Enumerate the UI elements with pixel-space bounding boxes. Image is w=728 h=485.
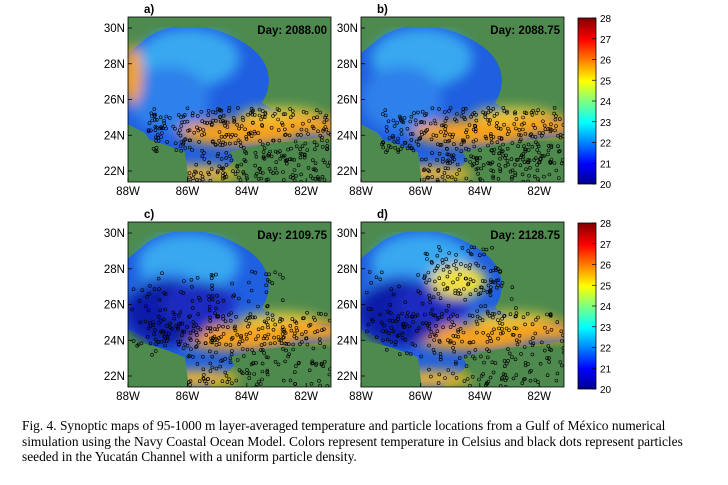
lon-tick-label: 82W (527, 186, 551, 198)
colorbar-tick-label: 20 (600, 385, 612, 396)
lat-tick-label: 30N (104, 228, 125, 240)
lat-tick-label: 24N (337, 335, 358, 347)
colorbar-tick-label: 28 (600, 14, 612, 25)
lat-tick-label: 22N (104, 371, 125, 383)
panel-day-label: Day: 2128.75 (490, 230, 560, 242)
colorbar-tick-label: 23 (600, 323, 612, 334)
lat-tick-label: 26N (337, 300, 358, 312)
panel-day-label: Day: 2088.75 (490, 25, 560, 37)
map-panel-4: 30N 28N 26N 24N 22N 88W 86W 84W 82W d) Day: 2128.7… (337, 209, 565, 403)
lat-tick-label: 30N (337, 228, 358, 240)
colorbar-tick-label: 21 (600, 159, 612, 170)
lat-tick-label: 24N (104, 130, 125, 142)
lon-tick-label: 82W (294, 391, 318, 403)
lon-tick-label: 86W (176, 186, 200, 198)
colorbar-tick-label: 21 (600, 364, 612, 375)
lat-tick-label: 26N (104, 300, 125, 312)
panel-letter: b) (377, 4, 388, 16)
lon-tick-label: 88W (349, 391, 373, 403)
colorbar-tick-label: 26 (600, 56, 612, 67)
lat-tick-label: 24N (337, 130, 358, 142)
lat-tick-label: 28N (337, 264, 358, 276)
lon-tick-label: 84W (235, 186, 259, 198)
lon-tick-label: 84W (235, 391, 259, 403)
colorbar-tick-label: 26 (600, 261, 612, 272)
lon-tick-label: 88W (116, 186, 140, 198)
lon-tick-label: 88W (349, 186, 373, 198)
colorbar-tick-label: 24 (600, 302, 612, 313)
lon-tick-label: 86W (409, 186, 433, 198)
colorbar-top: 28 27 26 25 24 23 22 21 20 (577, 14, 612, 191)
lat-tick-label: 30N (104, 23, 125, 35)
map-panel-2: 30N 28N 26N 24N 22N 88W 86W 84W 82W b) Day: 2088.7… (337, 4, 565, 198)
colorbar-tick-label: 25 (600, 76, 612, 87)
figure-caption: Fig. 4. Synoptic maps of 95-1000 m layer… (22, 418, 683, 464)
lat-tick-label: 24N (104, 335, 125, 347)
panel-letter: a) (144, 4, 154, 16)
lat-tick-label: 26N (104, 95, 125, 107)
panel-day-label: Day: 2109.75 (257, 230, 327, 242)
lat-tick-label: 22N (337, 371, 358, 383)
colorbar-tick-label: 24 (600, 97, 612, 108)
lat-tick-label: 26N (337, 95, 358, 107)
lat-tick-label: 28N (104, 59, 125, 71)
lat-tick-label: 28N (337, 59, 358, 71)
colorbar-tick-label: 22 (600, 139, 612, 150)
colorbar-bottom: 28 27 26 25 24 23 22 21 20 (577, 219, 612, 396)
colorbar-tick-label: 27 (600, 35, 612, 46)
colorbar-tick-label: 25 (600, 281, 612, 292)
lon-tick-label: 84W (468, 186, 492, 198)
lon-tick-label: 82W (527, 391, 551, 403)
panel-day-label: Day: 2088.00 (257, 25, 327, 37)
lon-tick-label: 82W (294, 186, 318, 198)
lon-tick-label: 88W (116, 391, 140, 403)
lat-tick-label: 22N (337, 166, 358, 178)
lon-tick-label: 86W (409, 391, 433, 403)
panel-letter: c) (144, 209, 154, 221)
lon-tick-label: 84W (468, 391, 492, 403)
lat-tick-label: 28N (104, 264, 125, 276)
panel-letter: d) (377, 209, 388, 221)
lat-tick-label: 22N (104, 166, 125, 178)
colorbar-tick-label: 22 (600, 344, 612, 355)
map-panel-3: 30N 28N 26N 24N 22N 88W 86W 84W 82W c) Day: 2109.7… (104, 209, 332, 403)
colorbar-tick-label: 27 (600, 240, 612, 251)
lon-tick-label: 86W (176, 391, 200, 403)
map-panel-1: 30N 28N 26N 24N 22N 88W 86W 84W 82W a) Day: 2088.0… (104, 4, 332, 198)
colorbar-tick-label: 23 (600, 118, 612, 129)
lat-tick-label: 30N (337, 23, 358, 35)
colorbar-tick-label: 20 (600, 180, 612, 191)
colorbar-tick-label: 28 (600, 219, 612, 230)
